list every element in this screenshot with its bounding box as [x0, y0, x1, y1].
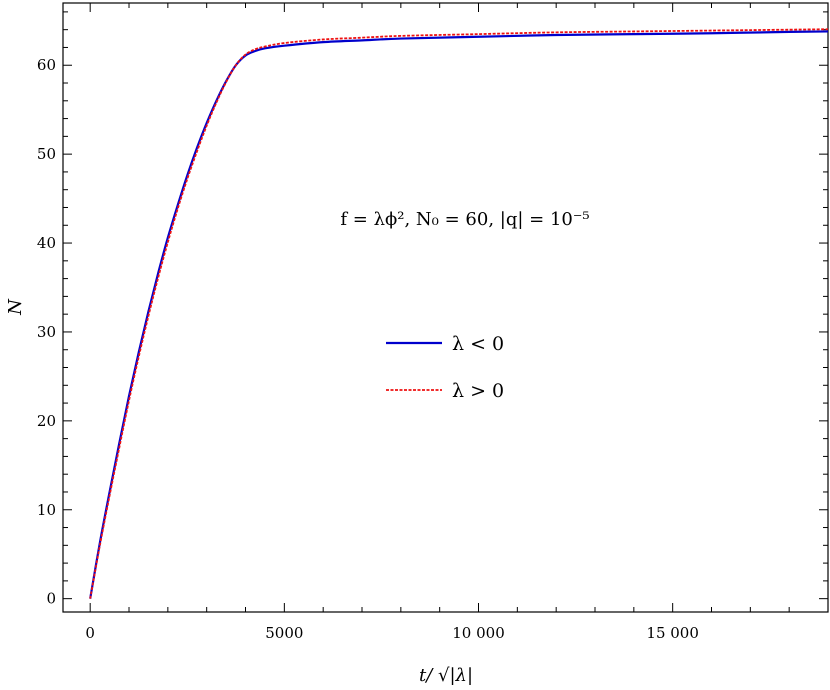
plot-frame [62, 2, 829, 613]
series-line-lambda-positive [89, 28, 829, 599]
y-tick-label: 20 [37, 412, 56, 430]
x-tick-label: 5000 [265, 624, 303, 642]
x-tick-label: 15 000 [646, 624, 699, 642]
x-tick-label: 10 000 [452, 624, 505, 642]
x-tick-label: 0 [85, 624, 95, 642]
y-tick-label: 50 [37, 145, 56, 163]
legend-label-lambda-positive: λ > 0 [452, 380, 504, 402]
tick-labels: 0 5000 10 000 15 000 0 10 20 30 40 50 60 [37, 56, 699, 642]
y-tick-label: 0 [46, 590, 56, 608]
series-layer [89, 28, 829, 599]
y-tick-label: 10 [37, 501, 56, 519]
x-axis-label: t/ √|λ| [419, 665, 473, 686]
y-tick-label: 30 [37, 323, 56, 341]
y-tick-label: 40 [37, 234, 56, 252]
y-tick-label: 60 [37, 56, 56, 74]
legend-label-lambda-negative: λ < 0 [452, 333, 504, 355]
annotation-text: f = λϕ², N₀ = 60, |q| = 10⁻⁵ [340, 209, 589, 230]
ticks [63, 3, 829, 612]
y-axis-label: N [5, 298, 26, 316]
series-line-lambda-negative [89, 30, 829, 599]
legend: λ < 0 λ > 0 [386, 333, 504, 402]
